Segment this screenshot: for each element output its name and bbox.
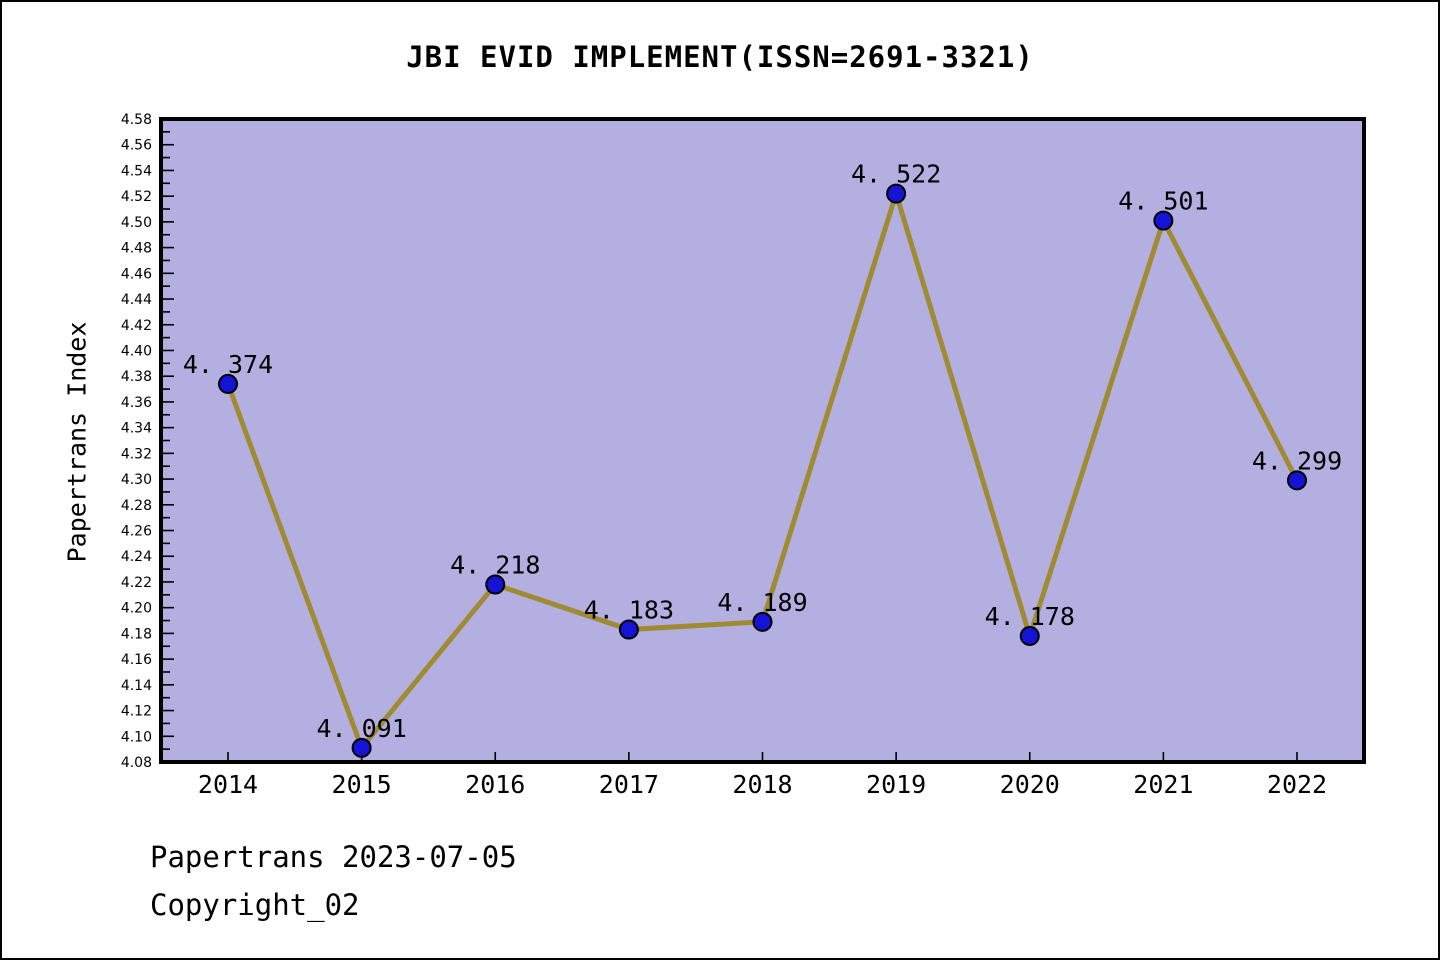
data-point-2020: [1019, 625, 1040, 646]
data-point-labels: 4. 374 4. 091 4. 218 4. 183 4. 189 4. 522 4. 1…: [183, 160, 1342, 743]
y-tick-label: 4.22: [121, 575, 152, 591]
data-point-2015: [351, 737, 372, 758]
footer-date: Papertrans 2023-07-05: [150, 840, 517, 874]
y-tick-label: 4.16: [121, 652, 152, 668]
y-tick-label: 4.40: [121, 343, 152, 359]
plot-frame: [159, 117, 1366, 764]
y-tick-label: 4.38: [121, 369, 152, 385]
y-tick-label: 4.44: [121, 292, 152, 308]
x-tick-label: 2021: [1133, 770, 1193, 799]
y-tick-label: 4.36: [121, 395, 152, 411]
y-tick-label: 4.28: [121, 498, 152, 514]
data-point-2022: [1287, 470, 1307, 491]
y-tick-label: 4.24: [121, 549, 152, 565]
y-tick-label: 4.26: [121, 524, 152, 540]
y-axis: 4.08 4.10 4.12 4.14 4.16 4.18 4.20 4.22 4.24 4.26…: [121, 112, 174, 771]
y-tick-label: 4.32: [121, 446, 152, 462]
data-point-2017: [618, 619, 639, 640]
x-tick-label: 2018: [732, 770, 792, 799]
data-point-2021: [1153, 210, 1174, 231]
data-point-2019: [886, 183, 907, 204]
footer-copyright: Copyright_02: [150, 888, 360, 922]
data-point-label-2022: 4. 299: [1252, 446, 1342, 475]
y-tick-label: 4.34: [121, 421, 152, 437]
y-tick-label: 4.08: [121, 755, 152, 771]
x-tick-label: 2020: [1000, 770, 1060, 799]
x-tick-label: 2014: [198, 770, 258, 799]
data-point-label-2016: 4. 218: [450, 551, 540, 580]
x-tick-label: 2015: [332, 770, 392, 799]
x-tick-label: 2016: [465, 770, 525, 799]
y-tick-label: 4.52: [121, 189, 152, 205]
y-tick-label: 4.20: [121, 601, 152, 617]
y-tick-label: 4.18: [121, 626, 152, 642]
data-point-2014: [218, 373, 238, 394]
y-tick-label: 4.50: [121, 215, 152, 231]
y-tick-label: 4.10: [121, 729, 152, 745]
data-points: [218, 183, 1307, 758]
data-point-label-2019: 4. 522: [851, 160, 941, 189]
x-tick-label: 2019: [866, 770, 926, 799]
y-tick-label: 4.46: [121, 266, 152, 282]
y-tick-label: 4.54: [121, 163, 152, 179]
y-tick-label: 4.42: [121, 318, 152, 334]
data-point-label-2018: 4. 189: [717, 588, 807, 617]
data-point-label-2015: 4. 091: [316, 714, 406, 743]
data-point-label-2021: 4. 501: [1118, 187, 1208, 216]
data-point-label-2017: 4. 183: [584, 596, 674, 625]
y-tick-label: 4.30: [121, 472, 152, 488]
y-tick-label: 4.48: [121, 241, 152, 257]
data-point-label-2020: 4. 178: [985, 602, 1075, 631]
data-point-2016: [485, 574, 506, 595]
y-tick-label: 4.56: [121, 138, 152, 154]
x-tick-label: 2022: [1267, 770, 1327, 799]
chart-title: JBI EVID IMPLEMENT(ISSN=2691-3321): [406, 40, 1034, 74]
x-tick-label: 2017: [599, 770, 659, 799]
y-tick-label: 4.58: [121, 112, 152, 128]
y-tick-label: 4.12: [121, 704, 152, 720]
y-tick-label: 4.14: [121, 678, 152, 694]
data-point-2018: [752, 611, 773, 632]
data-point-label-2014: 4. 374: [183, 350, 273, 379]
x-axis: 2014 2015 2016 2017 2018 2019 2020 2021 2022: [198, 752, 1327, 799]
